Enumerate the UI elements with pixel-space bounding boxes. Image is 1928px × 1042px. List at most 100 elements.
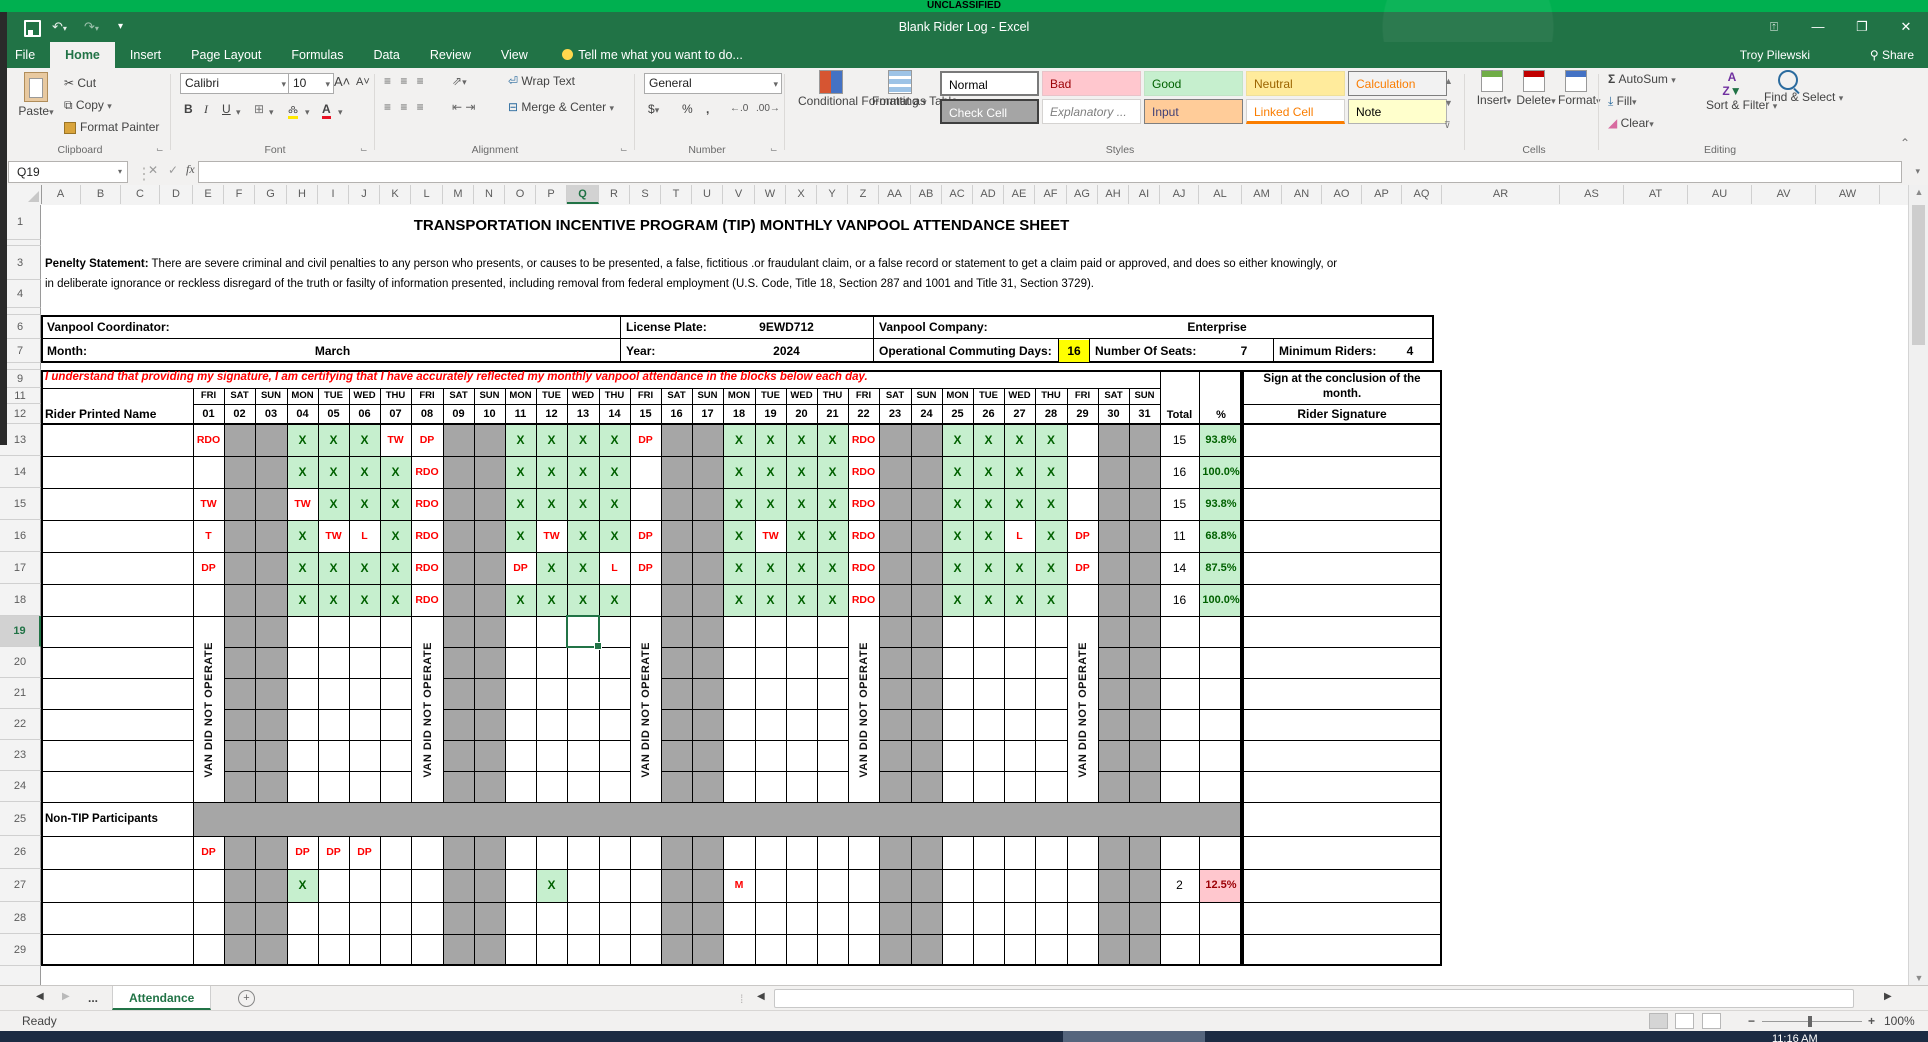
share-button[interactable]: ⚲ Share (1869, 48, 1914, 62)
attendance-cell[interactable]: X (1035, 520, 1067, 552)
day-of-week-header[interactable]: THU (604, 390, 625, 401)
weekend-cell[interactable] (443, 934, 474, 966)
attendance-cell[interactable]: X (567, 520, 599, 552)
percent-cell[interactable]: 68.8% (1200, 520, 1242, 552)
attendance-cell[interactable]: RDO (415, 498, 439, 510)
weekend-cell[interactable] (911, 902, 942, 934)
weekend-cell[interactable] (1098, 902, 1129, 934)
ribbon-tab-view[interactable]: View (500, 48, 528, 62)
van-did-not-operate-cell[interactable]: VAN DID NOT OPERATE (848, 617, 880, 802)
weekend-cell[interactable] (1098, 771, 1129, 802)
attendance-cell[interactable]: X (287, 584, 318, 616)
attendance-cell[interactable]: X (380, 552, 411, 584)
total-cell[interactable]: 16 (1172, 593, 1187, 607)
attendance-cell[interactable]: X (505, 424, 536, 456)
day-number-header[interactable]: 30 (1107, 408, 1120, 420)
weekend-cell[interactable] (1098, 552, 1129, 584)
day-of-week-header[interactable]: TUE (324, 390, 343, 401)
weekend-cell[interactable] (1098, 520, 1129, 552)
attendance-cell[interactable]: RDO (851, 466, 876, 478)
attendance-cell[interactable]: X (318, 488, 349, 520)
row-header-19[interactable]: 19 (0, 616, 41, 647)
weekend-cell[interactable] (224, 520, 255, 552)
column-header-AG[interactable]: AG (1067, 185, 1098, 204)
attendance-cell[interactable]: X (1004, 424, 1035, 456)
row-header-28[interactable]: 28 (0, 902, 41, 934)
customize-qat-icon[interactable]: ▾ (118, 21, 124, 32)
weekend-cell[interactable] (224, 488, 255, 520)
attendance-cell[interactable]: DP (357, 846, 372, 858)
weekend-cell[interactable] (911, 771, 942, 802)
attendance-cell[interactable]: TW (325, 530, 342, 542)
weekend-cell[interactable] (474, 520, 505, 552)
scroll-down-icon[interactable]: ▼ (1914, 973, 1924, 983)
weekend-cell[interactable] (1129, 771, 1160, 802)
column-header-AA[interactable]: AA (879, 185, 911, 204)
attendance-cell[interactable]: X (755, 488, 786, 520)
attendance-cell[interactable]: X (942, 488, 973, 520)
weekend-cell[interactable] (1129, 678, 1160, 709)
weekend-cell[interactable] (1129, 616, 1160, 647)
weekend-cell[interactable] (879, 678, 911, 709)
cut-button[interactable]: ✂ Cut (64, 76, 97, 90)
column-header-AE[interactable]: AE (1004, 185, 1035, 204)
paste-button[interactable]: Paste (14, 72, 58, 121)
attendance-cell[interactable]: X (287, 552, 318, 584)
page-break-view-icon[interactable] (1701, 1013, 1721, 1029)
column-header-AP[interactable]: AP (1362, 185, 1402, 204)
attendance-cell[interactable]: RDO (415, 594, 439, 606)
column-header-V[interactable]: V (723, 185, 755, 204)
weekend-cell[interactable] (474, 771, 505, 802)
attendance-cell[interactable]: X (817, 488, 848, 520)
attendance-cell[interactable]: DP (638, 562, 653, 574)
row-header-14[interactable]: 14 (0, 456, 41, 488)
weekend-cell[interactable] (879, 456, 911, 488)
cell-style-calculation[interactable]: Calculation (1348, 71, 1447, 96)
attendance-cell[interactable]: X (1035, 424, 1067, 456)
column-header-AR[interactable]: AR (1442, 185, 1560, 204)
total-cell[interactable]: 15 (1172, 433, 1187, 447)
attendance-cell[interactable]: X (755, 552, 786, 584)
weekend-cell[interactable] (879, 584, 911, 616)
weekend-cell[interactable] (255, 456, 287, 488)
shrink-font-icon[interactable]: A˅ (356, 76, 370, 88)
fill-handle[interactable] (594, 642, 602, 650)
seats-value[interactable]: 7 (1240, 344, 1248, 358)
day-of-week-header[interactable]: TUE (979, 390, 998, 401)
day-of-week-header[interactable]: MON (509, 390, 532, 401)
zoom-level[interactable]: 100% (1884, 1014, 1915, 1028)
weekend-cell[interactable] (474, 616, 505, 647)
column-header-AB[interactable]: AB (911, 185, 942, 204)
day-of-week-header[interactable]: FRI (637, 390, 654, 401)
day-of-week-header[interactable]: SUN (916, 390, 937, 401)
ribbon-tab-file[interactable]: File (15, 48, 36, 62)
weekend-cell[interactable] (692, 678, 723, 709)
day-number-header[interactable]: 29 (1076, 408, 1089, 420)
attendance-cell[interactable]: X (973, 488, 1004, 520)
column-header-D[interactable]: D (160, 185, 193, 204)
row-header-29[interactable]: 29 (0, 934, 41, 966)
font-color-dropdown[interactable] (338, 104, 343, 118)
column-header-Q[interactable]: Q (567, 185, 599, 204)
attendance-cell[interactable]: DP (419, 434, 435, 446)
weekend-cell[interactable] (911, 836, 942, 869)
attendance-cell[interactable]: X (1035, 488, 1067, 520)
user-name[interactable]: Troy Pilewski (1739, 48, 1810, 62)
weekend-cell[interactable] (474, 456, 505, 488)
attendance-cell[interactable]: X (1004, 488, 1035, 520)
weekend-cell[interactable] (1098, 647, 1129, 678)
attendance-cell[interactable]: X (817, 520, 848, 552)
zoom-slider-knob[interactable] (1808, 1016, 1812, 1027)
attendance-cell[interactable]: X (786, 488, 817, 520)
attendance-cell[interactable]: X (536, 584, 567, 616)
day-of-week-header[interactable]: FRI (419, 390, 435, 401)
weekend-cell[interactable] (1129, 552, 1160, 584)
attendance-cell[interactable]: X (1035, 584, 1067, 616)
column-header-G[interactable]: G (255, 185, 287, 204)
weekend-cell[interactable] (1098, 740, 1129, 771)
tell-me-box[interactable]: Tell me what you want to do... (547, 42, 758, 68)
percent-style-icon[interactable]: % (682, 102, 693, 116)
weekend-cell[interactable] (879, 488, 911, 520)
attendance-cell[interactable]: X (817, 584, 848, 616)
attendance-cell[interactable]: X (536, 488, 567, 520)
